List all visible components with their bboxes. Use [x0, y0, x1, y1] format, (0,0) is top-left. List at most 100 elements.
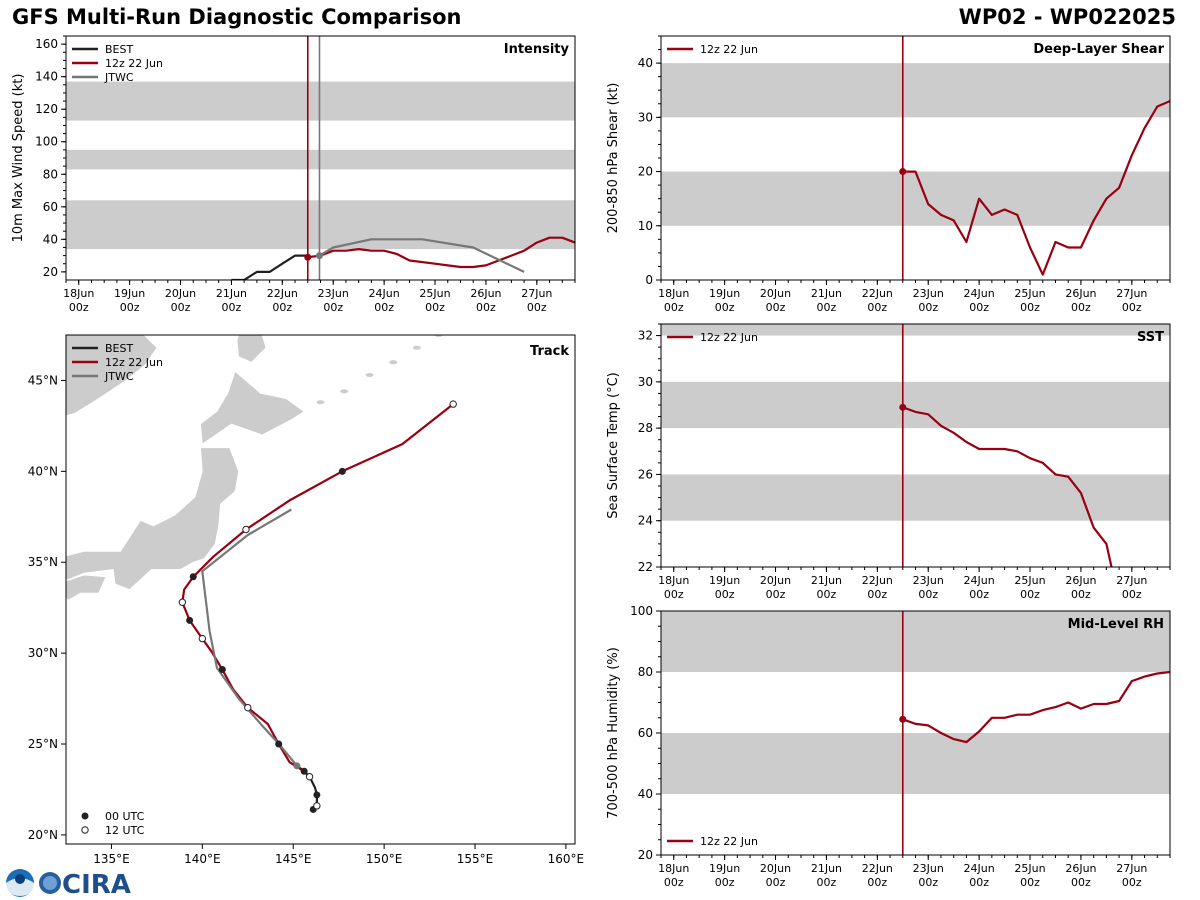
x-tick-label: 00z — [1020, 588, 1040, 601]
plot-area — [661, 324, 1170, 567]
x-tick-label: 00z — [867, 876, 887, 889]
x-tick-label: 00z — [867, 588, 887, 601]
y-tick-label: 10 — [638, 219, 653, 233]
series-line-run — [307, 236, 575, 269]
track-marker-00utc — [275, 740, 283, 748]
lon-tick-label: 145°E — [275, 852, 312, 866]
x-tick-label: 23Jun — [913, 287, 944, 300]
x-tick-label: 00z — [817, 301, 837, 314]
x-tick-label: 00z — [766, 876, 786, 889]
x-tick-label: 23Jun — [913, 862, 944, 875]
x-tick-label: 00z — [817, 876, 837, 889]
x-tick-label: 00z — [664, 588, 684, 601]
x-tick-label: 00z — [222, 301, 242, 314]
cira-logo-icon: CIRA — [39, 870, 131, 900]
y-tick-label: 30 — [638, 110, 653, 124]
x-tick-label: 00z — [1071, 588, 1091, 601]
series-line-run — [902, 670, 1170, 744]
threshold-band — [661, 474, 1170, 521]
y-tick-label: 32 — [638, 329, 653, 343]
panel-intensity: 2040608010012014016018Jun00z19Jun00z20Ju… — [11, 35, 576, 314]
map-background — [66, 335, 575, 844]
x-tick-label: 00z — [766, 301, 786, 314]
panel-title: Deep-Layer Shear — [1033, 42, 1164, 57]
x-tick-label: 00z — [867, 301, 887, 314]
y-tick-label: 24 — [638, 514, 653, 528]
y-tick-label: 120 — [35, 102, 58, 116]
x-tick-label: 23Jun — [913, 574, 944, 587]
x-tick-label: 20Jun — [760, 287, 791, 300]
lat-tick-label: 45°N — [28, 373, 58, 387]
x-tick-label: 00z — [715, 588, 735, 601]
init-point-run — [899, 715, 907, 723]
cira-logo-text: CIRA — [62, 870, 131, 900]
init-point-jtwc — [315, 252, 323, 260]
lon-tick-label: 150°E — [366, 852, 403, 866]
legend-label: 12 UTC — [105, 824, 145, 837]
legend-label: BEST — [105, 342, 133, 355]
plot-area — [661, 36, 1170, 280]
init-point-run — [899, 403, 907, 411]
land-kuril — [365, 372, 374, 377]
y-tick-label: 0 — [645, 273, 653, 287]
x-tick-label: 26Jun — [1065, 862, 1096, 875]
x-tick-label: 00z — [817, 588, 837, 601]
x-tick-label: 20Jun — [760, 574, 791, 587]
noaa-logo-icon — [6, 869, 34, 897]
track-marker-12utc — [313, 802, 321, 810]
legend-marker-00utc — [81, 812, 89, 820]
x-tick-label: 22Jun — [862, 862, 893, 875]
x-tick-label: 21Jun — [811, 287, 842, 300]
legend-marker-12utc — [81, 826, 89, 834]
series-line-run — [902, 100, 1170, 276]
x-tick-label: 00z — [969, 301, 989, 314]
track-marker-00utc — [218, 665, 226, 673]
x-tick-label: 27Jun — [1116, 862, 1147, 875]
x-tick-label: 25Jun — [1014, 287, 1045, 300]
x-tick-label: 00z — [1020, 301, 1040, 314]
lat-tick-label: 25°N — [28, 737, 58, 751]
x-tick-label: 00z — [1020, 876, 1040, 889]
plot-area — [661, 611, 1170, 855]
y-tick-label: 60 — [638, 726, 653, 740]
land-kuril — [340, 389, 349, 394]
plot-area — [66, 36, 575, 280]
x-tick-label: 21Jun — [811, 862, 842, 875]
x-tick-label: 19Jun — [709, 574, 740, 587]
legend-label: JTWC — [104, 370, 134, 383]
x-tick-label: 00z — [69, 301, 89, 314]
panel-title: Track — [530, 344, 569, 359]
x-tick-label: 00z — [969, 876, 989, 889]
legend-label: JTWC — [104, 71, 134, 84]
x-tick-label: 27Jun — [1116, 287, 1147, 300]
legend-label: 12z 22 Jun — [700, 835, 758, 848]
x-tick-label: 00z — [664, 301, 684, 314]
track-marker-jtwc — [293, 762, 301, 770]
land-kuril — [316, 400, 325, 405]
threshold-band — [661, 381, 1170, 429]
x-tick-label: 22Jun — [267, 287, 298, 300]
x-tick-label: 18Jun — [658, 574, 689, 587]
y-tick-label: 20 — [43, 265, 58, 279]
track-marker-12utc — [449, 400, 457, 408]
y-tick-label: 80 — [43, 167, 58, 181]
x-tick-label: 19Jun — [114, 287, 145, 300]
x-tick-label: 00z — [715, 876, 735, 889]
land-asia — [66, 335, 158, 417]
y-tick-label: 26 — [638, 467, 653, 481]
y-axis-label: Sea Surface Temp (°C) — [606, 372, 621, 519]
series-line-best — [231, 254, 308, 280]
threshold-band — [661, 733, 1170, 794]
x-tick-label: 20Jun — [165, 287, 196, 300]
track-marker-00utc — [186, 616, 194, 624]
y-axis-label: 200-850 hPa Shear (kt) — [606, 83, 621, 234]
x-tick-label: 00z — [323, 301, 343, 314]
y-tick-label: 80 — [638, 665, 653, 679]
x-tick-label: 26Jun — [470, 287, 501, 300]
land-kuril — [389, 360, 398, 365]
track-marker-00utc — [300, 767, 308, 775]
y-tick-label: 100 — [630, 604, 653, 618]
y-tick-label: 40 — [638, 56, 653, 70]
x-tick-label: 20Jun — [760, 862, 791, 875]
x-tick-label: 00z — [1122, 588, 1142, 601]
